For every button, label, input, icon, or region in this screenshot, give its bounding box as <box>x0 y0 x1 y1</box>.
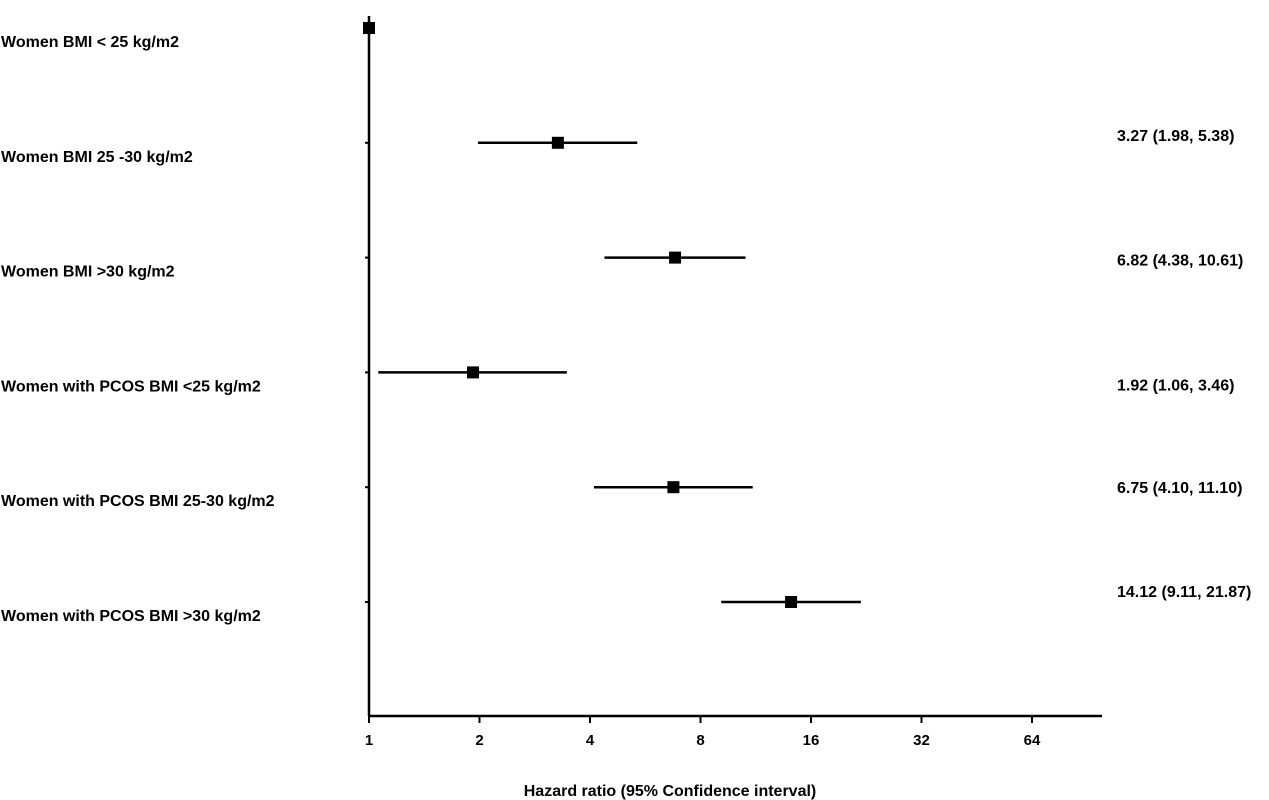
x-tick-label-2: 2 <box>475 732 483 749</box>
x-tick-label-1: 1 <box>365 732 373 749</box>
estimate-texts: 3.27 (1.98, 5.38) 6.82 (4.38, 10.61) 1.92 … <box>1117 128 1251 601</box>
estimate-marker <box>667 481 680 494</box>
estimate-text: 3.27 (1.98, 5.38) <box>1117 128 1234 145</box>
row-label: Women BMI < 25 kg/m2 <box>1 34 179 51</box>
x-tick-label-8: 8 <box>696 732 704 749</box>
estimate-text: 6.82 (4.38, 10.61) <box>1117 253 1243 270</box>
x-tick-label-16: 16 <box>803 732 820 749</box>
row-label: Women with PCOS BMI <25 kg/m2 <box>1 378 261 395</box>
x-axis-ticks <box>365 27 1033 723</box>
estimate-text: 14.12 (9.11, 21.87) <box>1117 584 1251 601</box>
axes <box>367 16 1102 718</box>
row-label: Women BMI >30 kg/m2 <box>1 264 175 281</box>
x-tick-label-64: 64 <box>1024 732 1041 749</box>
estimate-markers <box>363 22 798 608</box>
estimate-marker <box>466 366 479 379</box>
estimate-marker <box>669 251 682 264</box>
estimate-text: 1.92 (1.06, 3.46) <box>1117 377 1234 394</box>
x-tick-label-32: 32 <box>913 732 930 749</box>
x-tick-label-4: 4 <box>586 732 595 749</box>
x-axis-title: Hazard ratio (95% Confidence interval) <box>524 783 817 800</box>
estimate-text: 6.75 (4.10, 11.10) <box>1117 480 1242 497</box>
row-label: Women with PCOS BMI 25-30 kg/m2 <box>1 493 275 510</box>
row-label: Women BMI 25 -30 kg/m2 <box>1 149 193 166</box>
row-label: Women with PCOS BMI >30 kg/m2 <box>1 608 261 625</box>
x-axis-tick-labels: 1 2 4 8 16 32 64 <box>365 732 1041 749</box>
confidence-interval-lines <box>378 141 861 604</box>
estimate-marker <box>785 596 798 608</box>
estimate-marker <box>551 136 564 149</box>
row-labels: Women BMI < 25 kg/m2 Women BMI 25 -30 kg/… <box>1 34 275 625</box>
